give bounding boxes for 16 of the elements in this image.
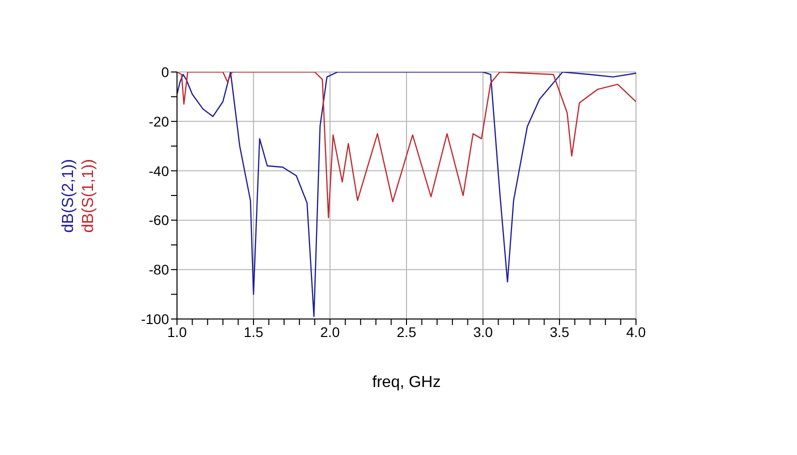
x-tick-label: 3.0 [473,324,493,340]
y-tick-label: 0 [161,64,170,80]
text: dB(S(2,1)) [60,158,78,232]
x-tick-label: 3.5 [550,324,570,340]
x-tick-label: 1.5 [244,324,264,340]
y-tick-label: -60 [148,212,170,228]
y-tick-label: -40 [148,162,170,179]
x-tick-label: 1.0 [167,324,187,340]
x-tick-label: 2.0 [320,324,340,340]
x-axis-title: freq, GHz [372,374,441,391]
y-tick-label: -80 [148,262,170,278]
y-tick-label: -20 [148,113,170,130]
x-tick-label: 2.5 [396,324,416,340]
text: dB(S(1,1)) [80,158,98,232]
x-tick-label: 4.0 [626,324,646,340]
y-tick-label: -100 [140,310,170,327]
